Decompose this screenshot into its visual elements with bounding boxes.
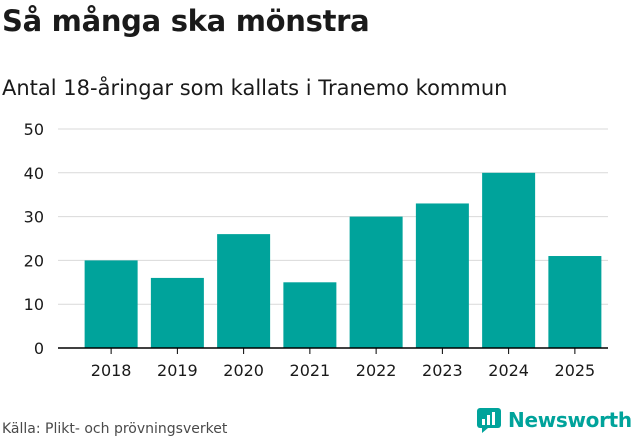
bar-2018 <box>84 260 138 348</box>
x-tick-label: 2024 <box>488 361 529 380</box>
y-tick-label: 10 <box>24 295 44 314</box>
bar-2022 <box>349 216 403 348</box>
source-note: Källa: Plikt- och prövningsverket <box>2 421 228 437</box>
bars <box>84 172 602 348</box>
x-axis-ticks: 2018 2019 2020 2021 2022 2023 2024 2025 <box>91 348 595 380</box>
x-tick-label: 2025 <box>555 361 596 380</box>
y-tick-label: 50 <box>24 120 44 139</box>
x-tick-label: 2020 <box>223 361 264 380</box>
x-tick-label: 2022 <box>356 361 397 380</box>
x-tick-label: 2021 <box>290 361 331 380</box>
bar-2023 <box>415 203 469 348</box>
brand-name: Newsworthy <box>508 408 631 432</box>
y-tick-label: 0 <box>34 339 44 358</box>
y-tick-label: 20 <box>24 251 44 270</box>
y-axis-ticks: 0 10 20 30 40 50 <box>24 120 44 358</box>
brand-logo: Newsworthy <box>476 406 631 434</box>
bar-2020 <box>217 234 271 348</box>
x-tick-label: 2019 <box>157 361 198 380</box>
y-tick-label: 30 <box>24 208 44 227</box>
x-tick-label: 2023 <box>422 361 463 380</box>
y-tick-label: 40 <box>24 164 44 183</box>
chart-title: Så många ska mönstra <box>2 4 370 38</box>
bar-2024 <box>482 172 536 348</box>
bar-2021 <box>283 282 337 348</box>
newsworthy-logo-icon <box>477 408 501 433</box>
bar-2019 <box>150 277 204 348</box>
bar-2025 <box>548 256 602 348</box>
chart-subtitle: Antal 18-åringar som kallats i Tranemo k… <box>2 76 508 100</box>
x-tick-label: 2018 <box>91 361 132 380</box>
